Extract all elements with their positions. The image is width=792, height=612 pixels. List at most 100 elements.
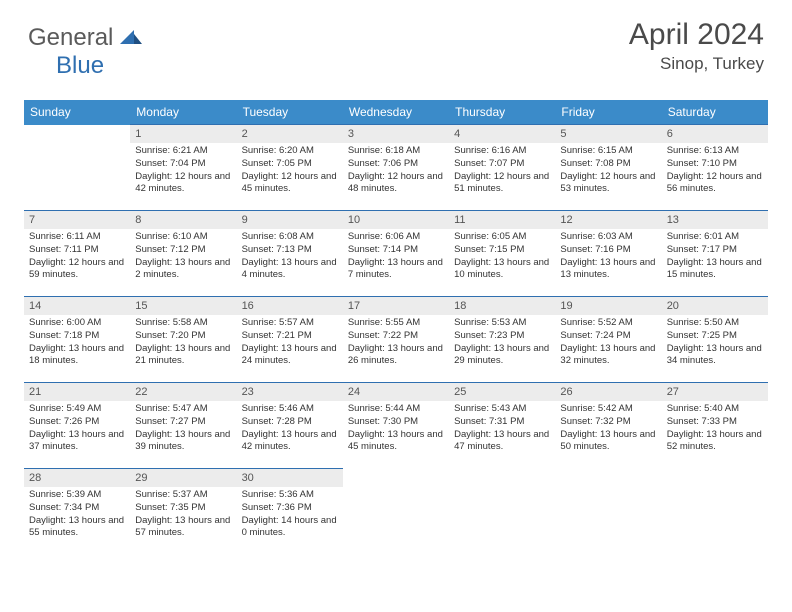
calendar-cell: 28Sunrise: 5:39 AMSunset: 7:34 PMDayligh… [24, 469, 130, 555]
calendar-cell: 30Sunrise: 5:36 AMSunset: 7:36 PMDayligh… [237, 469, 343, 555]
calendar-cell: 11Sunrise: 6:05 AMSunset: 7:15 PMDayligh… [449, 211, 555, 297]
day-number: 3 [343, 125, 449, 143]
day-details: Sunrise: 5:39 AMSunset: 7:34 PMDaylight:… [24, 487, 130, 544]
day-number: 9 [237, 211, 343, 229]
day-number: 16 [237, 297, 343, 315]
day-number: 27 [662, 383, 768, 401]
calendar-cell: 23Sunrise: 5:46 AMSunset: 7:28 PMDayligh… [237, 383, 343, 469]
calendar-cell: 24Sunrise: 5:44 AMSunset: 7:30 PMDayligh… [343, 383, 449, 469]
calendar-week-row: 14Sunrise: 6:00 AMSunset: 7:18 PMDayligh… [24, 297, 768, 383]
day-details: Sunrise: 6:08 AMSunset: 7:13 PMDaylight:… [237, 229, 343, 286]
day-details: Sunrise: 6:05 AMSunset: 7:15 PMDaylight:… [449, 229, 555, 286]
brand-text-2: Blue [56, 52, 104, 80]
day-details: Sunrise: 6:10 AMSunset: 7:12 PMDaylight:… [130, 229, 236, 286]
day-details: Sunrise: 5:55 AMSunset: 7:22 PMDaylight:… [343, 315, 449, 372]
day-number: 23 [237, 383, 343, 401]
day-number: 13 [662, 211, 768, 229]
day-details: Sunrise: 5:49 AMSunset: 7:26 PMDaylight:… [24, 401, 130, 458]
calendar-cell: 19Sunrise: 5:52 AMSunset: 7:24 PMDayligh… [555, 297, 661, 383]
day-header: Tuesday [237, 100, 343, 125]
brand-triangle-icon [120, 28, 142, 49]
calendar-cell: 10Sunrise: 6:06 AMSunset: 7:14 PMDayligh… [343, 211, 449, 297]
header: General Blue April 2024 Sinop, Turkey [0, 0, 792, 100]
brand-text-1: General [28, 24, 113, 52]
day-number: 10 [343, 211, 449, 229]
day-number: 29 [130, 469, 236, 487]
calendar-cell [343, 469, 449, 555]
calendar-week-row: 28Sunrise: 5:39 AMSunset: 7:34 PMDayligh… [24, 469, 768, 555]
day-number: 30 [237, 469, 343, 487]
calendar-cell: 12Sunrise: 6:03 AMSunset: 7:16 PMDayligh… [555, 211, 661, 297]
day-number: 6 [662, 125, 768, 143]
day-details: Sunrise: 6:03 AMSunset: 7:16 PMDaylight:… [555, 229, 661, 286]
day-details: Sunrise: 5:43 AMSunset: 7:31 PMDaylight:… [449, 401, 555, 458]
day-details: Sunrise: 5:58 AMSunset: 7:20 PMDaylight:… [130, 315, 236, 372]
month-title: April 2024 [629, 18, 764, 52]
day-details: Sunrise: 5:46 AMSunset: 7:28 PMDaylight:… [237, 401, 343, 458]
day-number: 24 [343, 383, 449, 401]
day-details: Sunrise: 6:13 AMSunset: 7:10 PMDaylight:… [662, 143, 768, 200]
day-header: Friday [555, 100, 661, 125]
day-number: 17 [343, 297, 449, 315]
day-details: Sunrise: 5:52 AMSunset: 7:24 PMDaylight:… [555, 315, 661, 372]
day-number: 28 [24, 469, 130, 487]
calendar-cell: 25Sunrise: 5:43 AMSunset: 7:31 PMDayligh… [449, 383, 555, 469]
calendar-cell: 3Sunrise: 6:18 AMSunset: 7:06 PMDaylight… [343, 125, 449, 211]
location: Sinop, Turkey [629, 54, 764, 74]
calendar-cell [662, 469, 768, 555]
day-details: Sunrise: 5:36 AMSunset: 7:36 PMDaylight:… [237, 487, 343, 544]
day-number: 11 [449, 211, 555, 229]
calendar-cell: 15Sunrise: 5:58 AMSunset: 7:20 PMDayligh… [130, 297, 236, 383]
calendar-cell: 16Sunrise: 5:57 AMSunset: 7:21 PMDayligh… [237, 297, 343, 383]
day-number: 5 [555, 125, 661, 143]
day-details: Sunrise: 6:16 AMSunset: 7:07 PMDaylight:… [449, 143, 555, 200]
calendar-cell: 13Sunrise: 6:01 AMSunset: 7:17 PMDayligh… [662, 211, 768, 297]
day-number: 18 [449, 297, 555, 315]
day-details: Sunrise: 6:18 AMSunset: 7:06 PMDaylight:… [343, 143, 449, 200]
calendar-cell [555, 469, 661, 555]
day-number: 15 [130, 297, 236, 315]
day-number: 21 [24, 383, 130, 401]
calendar-cell: 14Sunrise: 6:00 AMSunset: 7:18 PMDayligh… [24, 297, 130, 383]
day-details: Sunrise: 5:53 AMSunset: 7:23 PMDaylight:… [449, 315, 555, 372]
day-header-row: SundayMondayTuesdayWednesdayThursdayFrid… [24, 100, 768, 125]
calendar-cell: 2Sunrise: 6:20 AMSunset: 7:05 PMDaylight… [237, 125, 343, 211]
day-number: 20 [662, 297, 768, 315]
day-number: 8 [130, 211, 236, 229]
title-block: April 2024 Sinop, Turkey [629, 18, 764, 74]
day-details: Sunrise: 5:50 AMSunset: 7:25 PMDaylight:… [662, 315, 768, 372]
calendar-cell: 7Sunrise: 6:11 AMSunset: 7:11 PMDaylight… [24, 211, 130, 297]
day-details: Sunrise: 5:57 AMSunset: 7:21 PMDaylight:… [237, 315, 343, 372]
day-number: 7 [24, 211, 130, 229]
day-details: Sunrise: 6:15 AMSunset: 7:08 PMDaylight:… [555, 143, 661, 200]
day-number: 25 [449, 383, 555, 401]
day-number: 14 [24, 297, 130, 315]
calendar-cell: 6Sunrise: 6:13 AMSunset: 7:10 PMDaylight… [662, 125, 768, 211]
day-details: Sunrise: 6:20 AMSunset: 7:05 PMDaylight:… [237, 143, 343, 200]
calendar-cell: 1Sunrise: 6:21 AMSunset: 7:04 PMDaylight… [130, 125, 236, 211]
day-details: Sunrise: 6:11 AMSunset: 7:11 PMDaylight:… [24, 229, 130, 286]
calendar-cell: 22Sunrise: 5:47 AMSunset: 7:27 PMDayligh… [130, 383, 236, 469]
calendar-cell [449, 469, 555, 555]
day-details: Sunrise: 5:42 AMSunset: 7:32 PMDaylight:… [555, 401, 661, 458]
calendar-cell: 29Sunrise: 5:37 AMSunset: 7:35 PMDayligh… [130, 469, 236, 555]
day-header: Wednesday [343, 100, 449, 125]
day-number: 4 [449, 125, 555, 143]
day-header: Saturday [662, 100, 768, 125]
calendar-cell: 5Sunrise: 6:15 AMSunset: 7:08 PMDaylight… [555, 125, 661, 211]
day-details: Sunrise: 5:37 AMSunset: 7:35 PMDaylight:… [130, 487, 236, 544]
day-details: Sunrise: 6:01 AMSunset: 7:17 PMDaylight:… [662, 229, 768, 286]
calendar-cell: 18Sunrise: 5:53 AMSunset: 7:23 PMDayligh… [449, 297, 555, 383]
calendar-cell [24, 125, 130, 211]
calendar-cell: 20Sunrise: 5:50 AMSunset: 7:25 PMDayligh… [662, 297, 768, 383]
day-number: 1 [130, 125, 236, 143]
day-header: Thursday [449, 100, 555, 125]
calendar-cell: 26Sunrise: 5:42 AMSunset: 7:32 PMDayligh… [555, 383, 661, 469]
day-details: Sunrise: 5:40 AMSunset: 7:33 PMDaylight:… [662, 401, 768, 458]
day-header: Sunday [24, 100, 130, 125]
brand-logo: General Blue [28, 24, 142, 80]
calendar-cell: 8Sunrise: 6:10 AMSunset: 7:12 PMDaylight… [130, 211, 236, 297]
day-header: Monday [130, 100, 236, 125]
calendar-week-row: 7Sunrise: 6:11 AMSunset: 7:11 PMDaylight… [24, 211, 768, 297]
day-details: Sunrise: 6:06 AMSunset: 7:14 PMDaylight:… [343, 229, 449, 286]
